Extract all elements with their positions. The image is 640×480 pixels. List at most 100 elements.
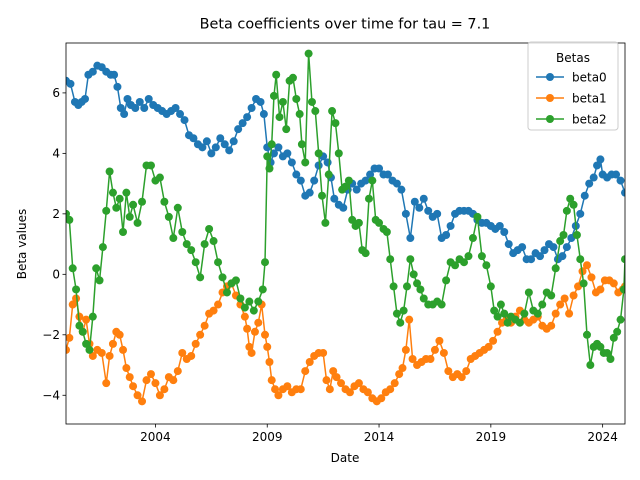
data-point-beta1 — [569, 291, 578, 300]
data-point-beta2 — [240, 303, 249, 312]
data-point-beta2 — [95, 276, 104, 285]
data-point-beta2 — [214, 258, 223, 267]
data-point-beta0 — [180, 116, 189, 125]
data-point-beta1 — [122, 364, 131, 373]
data-point-beta1 — [263, 342, 272, 351]
data-point-beta1 — [386, 385, 395, 394]
data-point-beta0 — [375, 164, 384, 173]
data-point-beta2 — [222, 288, 231, 297]
data-point-beta0 — [366, 170, 375, 179]
data-point-beta2 — [361, 249, 370, 258]
data-point-beta1 — [551, 309, 560, 318]
data-point-beta1 — [560, 294, 569, 303]
data-point-beta0 — [419, 194, 428, 203]
data-point-beta2 — [493, 312, 502, 321]
data-point-beta2 — [129, 200, 138, 209]
data-point-beta1 — [582, 261, 591, 270]
data-point-beta0 — [176, 110, 185, 119]
data-point-beta1 — [319, 348, 328, 357]
data-point-beta1 — [439, 348, 448, 357]
data-point-beta2 — [138, 197, 147, 206]
data-point-beta1 — [265, 358, 274, 367]
data-point-beta2 — [477, 252, 486, 261]
data-point-beta2 — [282, 125, 291, 134]
legend-label-beta0: beta0 — [572, 70, 607, 84]
data-point-beta2 — [386, 255, 395, 264]
data-point-beta1 — [129, 382, 138, 391]
legend-title: Betas — [556, 51, 590, 65]
data-point-beta1 — [329, 367, 338, 376]
data-point-beta1 — [178, 348, 187, 357]
data-point-beta1 — [301, 367, 310, 376]
data-point-beta2 — [258, 285, 267, 294]
data-point-beta0 — [580, 191, 589, 200]
data-point-beta0 — [536, 252, 545, 261]
axes: 2004 2009 2014 2019 2024 −4 −2 0 2 4 6 — [42, 42, 626, 444]
data-point-beta2 — [579, 279, 588, 288]
data-point-beta2 — [582, 330, 591, 339]
x-tick-label: 2014 — [364, 430, 395, 444]
data-point-beta2 — [382, 227, 391, 236]
data-point-beta0 — [171, 104, 180, 113]
data-point-beta2 — [603, 348, 612, 357]
legend: Betas beta0 beta1 beta2 — [527, 41, 619, 131]
data-point-beta2 — [399, 306, 408, 315]
data-point-beta2 — [164, 212, 173, 221]
data-point-beta2 — [344, 176, 353, 185]
data-point-beta2 — [451, 261, 460, 270]
data-point-beta2 — [576, 255, 585, 264]
data-point-beta0 — [518, 243, 527, 252]
data-point-beta1 — [430, 345, 439, 354]
data-point-beta1 — [105, 351, 114, 360]
data-point-beta0 — [198, 143, 207, 152]
data-point-beta0 — [589, 173, 598, 182]
data-point-beta2 — [125, 212, 134, 221]
data-point-beta2 — [616, 315, 625, 324]
axes-frame — [65, 42, 626, 425]
data-point-beta0 — [189, 134, 198, 143]
data-point-beta2 — [295, 110, 304, 119]
data-point-beta1 — [547, 321, 556, 330]
data-point-beta1 — [363, 388, 372, 397]
data-point-beta1 — [435, 336, 444, 345]
data-point-beta2 — [586, 361, 595, 370]
data-point-beta1 — [133, 391, 142, 400]
data-point-beta0 — [576, 209, 585, 218]
data-point-beta2 — [98, 243, 107, 252]
data-point-beta1 — [250, 327, 259, 336]
data-point-beta1 — [102, 379, 111, 388]
data-point-beta0 — [585, 179, 594, 188]
data-point-beta2 — [619, 285, 625, 294]
data-point-beta0 — [211, 143, 220, 152]
data-point-beta1 — [261, 330, 270, 339]
data-point-beta2 — [468, 234, 477, 243]
data-point-beta0 — [549, 243, 558, 252]
x-tick-label: 2019 — [476, 430, 507, 444]
data-point-beta1 — [119, 345, 128, 354]
data-point-beta2 — [301, 158, 310, 167]
data-point-beta2 — [112, 203, 121, 212]
data-point-beta2 — [419, 294, 428, 303]
data-point-beta1 — [354, 379, 363, 388]
data-point-beta2 — [249, 306, 258, 315]
data-point-beta2 — [314, 149, 323, 158]
data-point-beta2 — [205, 224, 214, 233]
plot-area — [66, 49, 625, 406]
data-point-beta1 — [405, 315, 414, 324]
y-tick-label: 0 — [52, 268, 60, 282]
legend-marker-beta1 — [546, 94, 554, 102]
data-point-beta2 — [413, 279, 422, 288]
data-point-beta0 — [225, 146, 234, 155]
data-point-beta0 — [616, 176, 625, 185]
series-beta0 — [66, 61, 625, 264]
data-point-beta1 — [173, 367, 182, 376]
data-point-beta1 — [390, 379, 399, 388]
data-point-beta2 — [200, 240, 209, 249]
data-point-beta1 — [155, 391, 164, 400]
data-point-beta2 — [354, 218, 363, 227]
data-point-beta1 — [609, 279, 618, 288]
data-point-beta2 — [321, 218, 330, 227]
data-point-beta2 — [473, 212, 482, 221]
data-point-beta2 — [348, 215, 357, 224]
